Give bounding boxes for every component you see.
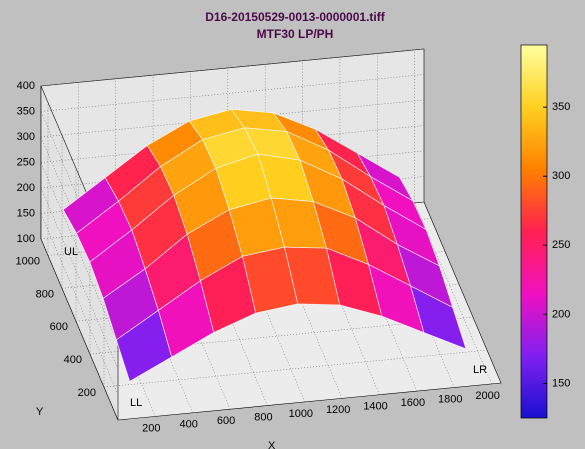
y-tick-label: 400	[64, 354, 82, 366]
x-tick-label: 1000	[289, 408, 313, 420]
z-tick-label: 350	[17, 105, 35, 117]
x-tick-label: 600	[217, 415, 235, 427]
grid-line	[40, 74, 425, 112]
z-tick-label: 250	[17, 156, 35, 168]
z-tick-label: 200	[17, 182, 35, 194]
x-axis-label: X	[268, 440, 276, 449]
colorbar-tick-label: 200	[552, 308, 570, 320]
colorbar-tick-label: 250	[552, 239, 570, 251]
plot-area: 200 400 600 800 1000 1200 1400 1600 1800 2000 200 4…	[16, 48, 502, 434]
chart-subtitle: MTF30 LP/PH	[257, 27, 334, 41]
z-tick-label: 300	[17, 131, 35, 143]
corner-label: UL	[64, 246, 78, 258]
y-tick-label: 1000	[16, 255, 40, 267]
grid-line	[89, 316, 474, 355]
chart-title: D16-20150529-0013-0000001.tiff	[205, 10, 385, 24]
colorbar	[520, 44, 548, 419]
colorbar-tick-label: 150	[552, 377, 570, 389]
grid-line	[40, 48, 425, 87]
x-tick-label: 1200	[326, 404, 350, 416]
y-axis-label: Y	[36, 406, 44, 418]
corner-label: LR	[473, 364, 487, 376]
z-tick-label: 150	[17, 207, 35, 219]
colorbar-tick-label: 300	[552, 170, 570, 182]
surface-patch	[410, 285, 467, 350]
y-tick-label: 200	[78, 387, 96, 399]
grid-line	[103, 349, 488, 388]
y-tick-label: 600	[50, 321, 68, 333]
z-tick-label: 100	[17, 233, 35, 245]
x-tick-label: 1800	[438, 393, 462, 405]
y-tick-label: 800	[36, 288, 54, 300]
x-tick-label: 200	[142, 422, 160, 434]
x-tick-label: 1400	[363, 401, 387, 413]
corner-label: LL	[130, 397, 142, 409]
colorbar-tick-label: 350	[552, 101, 570, 113]
x-tick-label: 400	[180, 419, 198, 431]
x-tick-label: 2000	[475, 390, 499, 402]
z-tick-label: 400	[17, 80, 35, 92]
x-tick-label: 1600	[401, 397, 425, 409]
x-tick-label: 800	[254, 411, 272, 423]
